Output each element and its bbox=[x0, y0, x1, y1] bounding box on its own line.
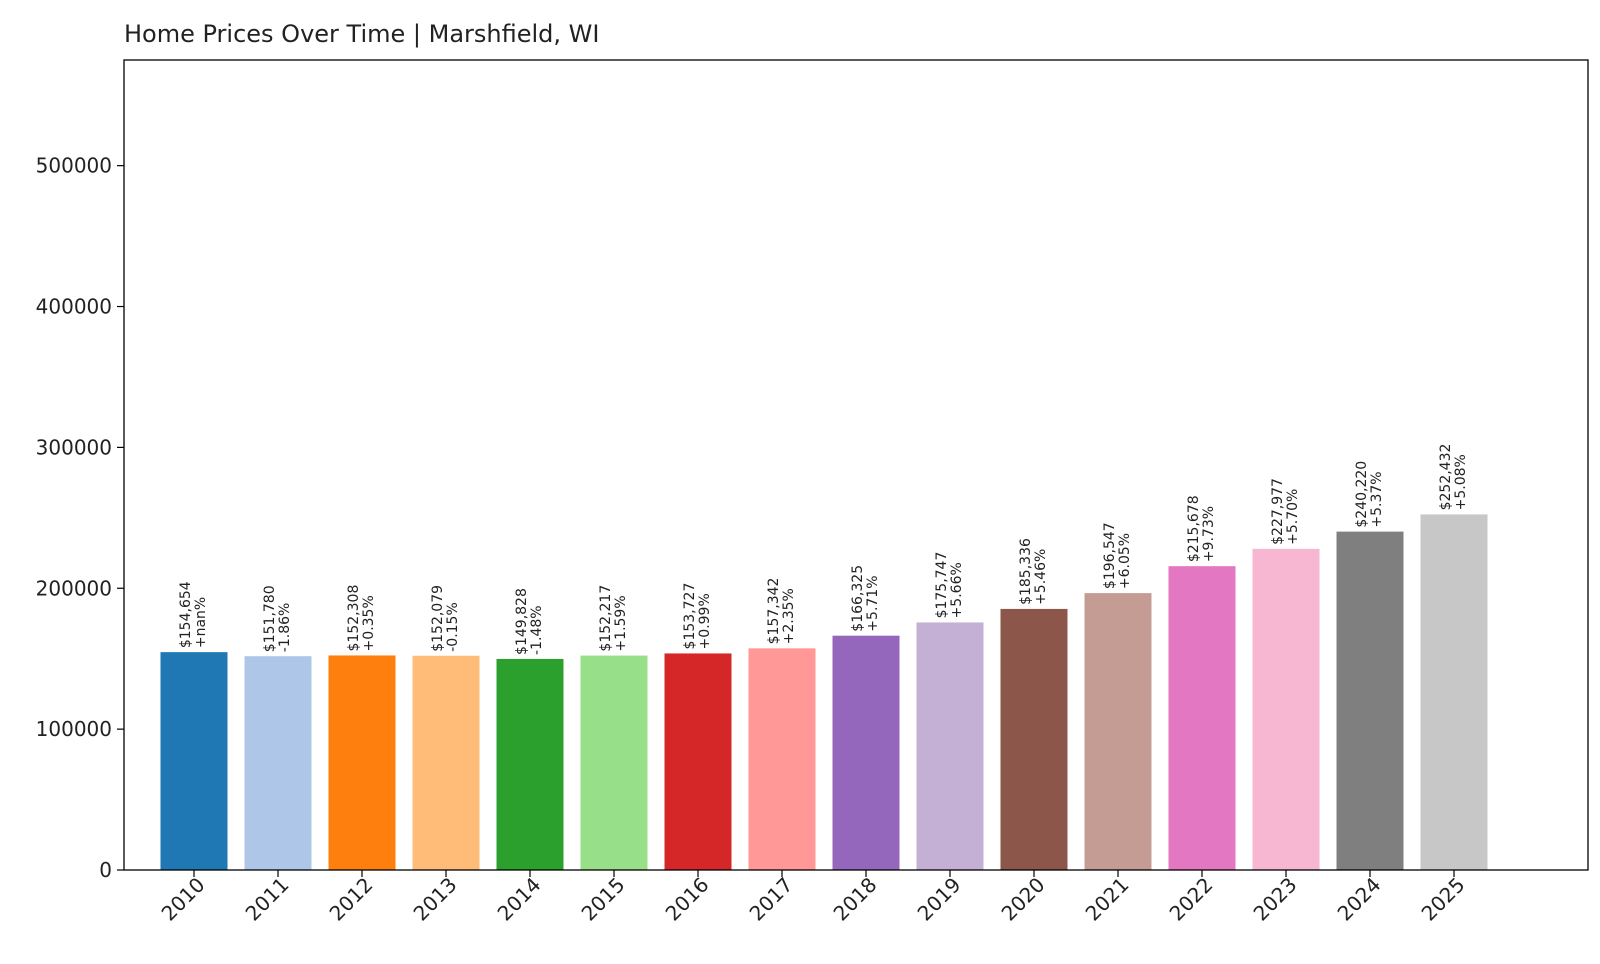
price-label: $149,828 bbox=[514, 588, 530, 655]
x-tick-label: 2015 bbox=[577, 873, 630, 926]
x-tick-label: 2018 bbox=[829, 873, 882, 926]
x-tick-label: 2017 bbox=[745, 873, 798, 926]
bar bbox=[832, 635, 900, 870]
bar bbox=[916, 622, 984, 870]
data-label: $152,079 -0.15% bbox=[430, 585, 461, 652]
data-label: $240,220 +5.37% bbox=[1354, 461, 1385, 528]
x-tick-label: 2013 bbox=[409, 873, 462, 926]
bar bbox=[1000, 608, 1068, 870]
data-label: $227,977 +5.70% bbox=[1270, 478, 1301, 545]
change-label: +2.35% bbox=[781, 588, 797, 644]
bar bbox=[160, 652, 228, 870]
data-label: $166,325 +5.71% bbox=[850, 565, 881, 632]
data-label: $157,342 +2.35% bbox=[766, 578, 797, 645]
bar bbox=[580, 655, 648, 870]
x-tick-label: 2023 bbox=[1249, 873, 1302, 926]
change-label: +5.37% bbox=[1369, 471, 1385, 527]
x-tick-label: 2019 bbox=[913, 873, 966, 926]
x-tick-label: 2024 bbox=[1333, 873, 1386, 926]
y-axis: 0 100000 200000 300000 400000 500000 bbox=[36, 154, 124, 882]
price-label: $252,432 bbox=[1438, 444, 1454, 511]
y-tick-label: 100000 bbox=[36, 717, 112, 741]
x-tick-label: 2011 bbox=[241, 873, 294, 926]
change-label: +0.35% bbox=[361, 595, 377, 651]
bar bbox=[664, 653, 732, 870]
change-label: +1.59% bbox=[613, 595, 629, 651]
data-label: $152,217 +1.59% bbox=[598, 585, 629, 652]
y-tick-label: 300000 bbox=[36, 435, 112, 459]
x-tick-label: 2012 bbox=[325, 873, 378, 926]
data-label: $152,308 +0.35% bbox=[346, 585, 377, 652]
change-label: +5.08% bbox=[1453, 454, 1469, 510]
bar bbox=[412, 655, 480, 870]
bar bbox=[496, 658, 564, 870]
price-label: $227,977 bbox=[1270, 478, 1286, 545]
bars-layer bbox=[160, 514, 1488, 870]
bar bbox=[244, 656, 312, 870]
price-label: $151,780 bbox=[262, 585, 278, 652]
x-tick-label: 2022 bbox=[1165, 873, 1218, 926]
data-label: $196,547 +6.05% bbox=[1102, 522, 1133, 589]
x-axis: 2010 2011 2012 2013 2014 2015 2016 2017 2018 2019… bbox=[157, 870, 1470, 926]
change-label: +nan% bbox=[193, 597, 209, 648]
price-label: $175,747 bbox=[934, 552, 950, 619]
change-label: +5.71% bbox=[865, 575, 881, 631]
y-tick-label: 400000 bbox=[36, 295, 112, 319]
data-label: $153,727 +0.99% bbox=[682, 583, 713, 650]
price-label: $152,308 bbox=[346, 585, 362, 652]
x-tick-label: 2020 bbox=[997, 873, 1050, 926]
y-tick-label: 0 bbox=[99, 858, 112, 882]
price-label: $152,079 bbox=[430, 585, 446, 652]
data-label: $175,747 +5.66% bbox=[934, 552, 965, 619]
change-label: -0.15% bbox=[445, 602, 461, 652]
price-label: $154,654 bbox=[178, 581, 194, 648]
data-label: $151,780 -1.86% bbox=[262, 585, 293, 652]
bar bbox=[328, 655, 396, 870]
data-label: $185,336 +5.46% bbox=[1018, 538, 1049, 605]
change-label: +5.46% bbox=[1033, 549, 1049, 605]
y-tick-label: 500000 bbox=[36, 154, 112, 178]
price-label: $196,547 bbox=[1102, 522, 1118, 589]
bar bbox=[1420, 514, 1488, 870]
price-label: $240,220 bbox=[1354, 461, 1370, 528]
plot-frame bbox=[123, 59, 1589, 871]
y-tick-label: 200000 bbox=[36, 576, 112, 600]
price-label: $153,727 bbox=[682, 583, 698, 650]
change-label: -1.86% bbox=[277, 603, 293, 653]
price-label: $185,336 bbox=[1018, 538, 1034, 605]
x-tick-label: 2010 bbox=[157, 873, 210, 926]
data-label: $215,678 +9.73% bbox=[1186, 495, 1217, 562]
change-label: +5.70% bbox=[1285, 489, 1301, 545]
x-tick-label: 2016 bbox=[661, 873, 714, 926]
bar bbox=[1252, 548, 1320, 870]
price-label: $152,217 bbox=[598, 585, 614, 652]
price-label: $215,678 bbox=[1186, 495, 1202, 562]
x-tick-label: 2014 bbox=[493, 873, 546, 926]
bar bbox=[1084, 593, 1152, 870]
change-label: +0.99% bbox=[697, 593, 713, 649]
chart-title: Home Prices Over Time | Marshfield, WI bbox=[124, 20, 600, 48]
value-labels-layer: $154,654 +nan% $151,780 -1.86% $152,308 +0.35… bbox=[178, 444, 1469, 655]
bar bbox=[748, 648, 816, 870]
data-label: $149,828 -1.48% bbox=[514, 588, 545, 655]
change-label: +5.66% bbox=[949, 562, 965, 618]
bar bbox=[1168, 566, 1236, 870]
x-tick-label: 2021 bbox=[1081, 873, 1134, 926]
data-label: $252,432 +5.08% bbox=[1438, 444, 1469, 511]
price-label: $166,325 bbox=[850, 565, 866, 632]
bar bbox=[1336, 531, 1404, 870]
change-label: -1.48% bbox=[529, 605, 545, 655]
data-label: $154,654 +nan% bbox=[178, 581, 209, 648]
change-label: +9.73% bbox=[1201, 506, 1217, 562]
x-tick-label: 2025 bbox=[1417, 873, 1470, 926]
price-label: $157,342 bbox=[766, 578, 782, 645]
change-label: +6.05% bbox=[1117, 533, 1133, 589]
